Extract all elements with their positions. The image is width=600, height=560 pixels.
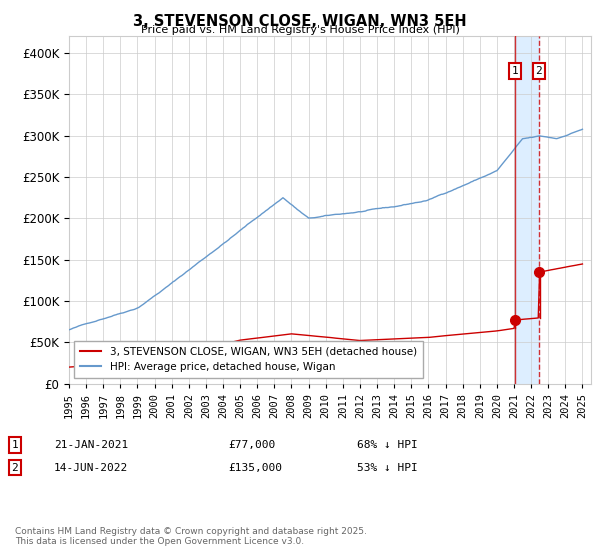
Text: 1: 1 bbox=[11, 440, 19, 450]
Text: 68% ↓ HPI: 68% ↓ HPI bbox=[357, 440, 418, 450]
Text: Contains HM Land Registry data © Crown copyright and database right 2025.
This d: Contains HM Land Registry data © Crown c… bbox=[15, 526, 367, 546]
Text: Price paid vs. HM Land Registry's House Price Index (HPI): Price paid vs. HM Land Registry's House … bbox=[140, 25, 460, 35]
Text: 53% ↓ HPI: 53% ↓ HPI bbox=[357, 463, 418, 473]
Text: £77,000: £77,000 bbox=[228, 440, 275, 450]
Text: 3, STEVENSON CLOSE, WIGAN, WN3 5EH: 3, STEVENSON CLOSE, WIGAN, WN3 5EH bbox=[133, 14, 467, 29]
Bar bbox=[515, 36, 539, 384]
Text: 2: 2 bbox=[535, 66, 542, 76]
Text: 21-JAN-2021: 21-JAN-2021 bbox=[54, 440, 128, 450]
Text: 14-JUN-2022: 14-JUN-2022 bbox=[54, 463, 128, 473]
Legend: 3, STEVENSON CLOSE, WIGAN, WN3 5EH (detached house), HPI: Average price, detache: 3, STEVENSON CLOSE, WIGAN, WN3 5EH (deta… bbox=[74, 340, 423, 379]
Text: 1: 1 bbox=[511, 66, 518, 76]
Text: £135,000: £135,000 bbox=[228, 463, 282, 473]
Text: 2: 2 bbox=[11, 463, 19, 473]
